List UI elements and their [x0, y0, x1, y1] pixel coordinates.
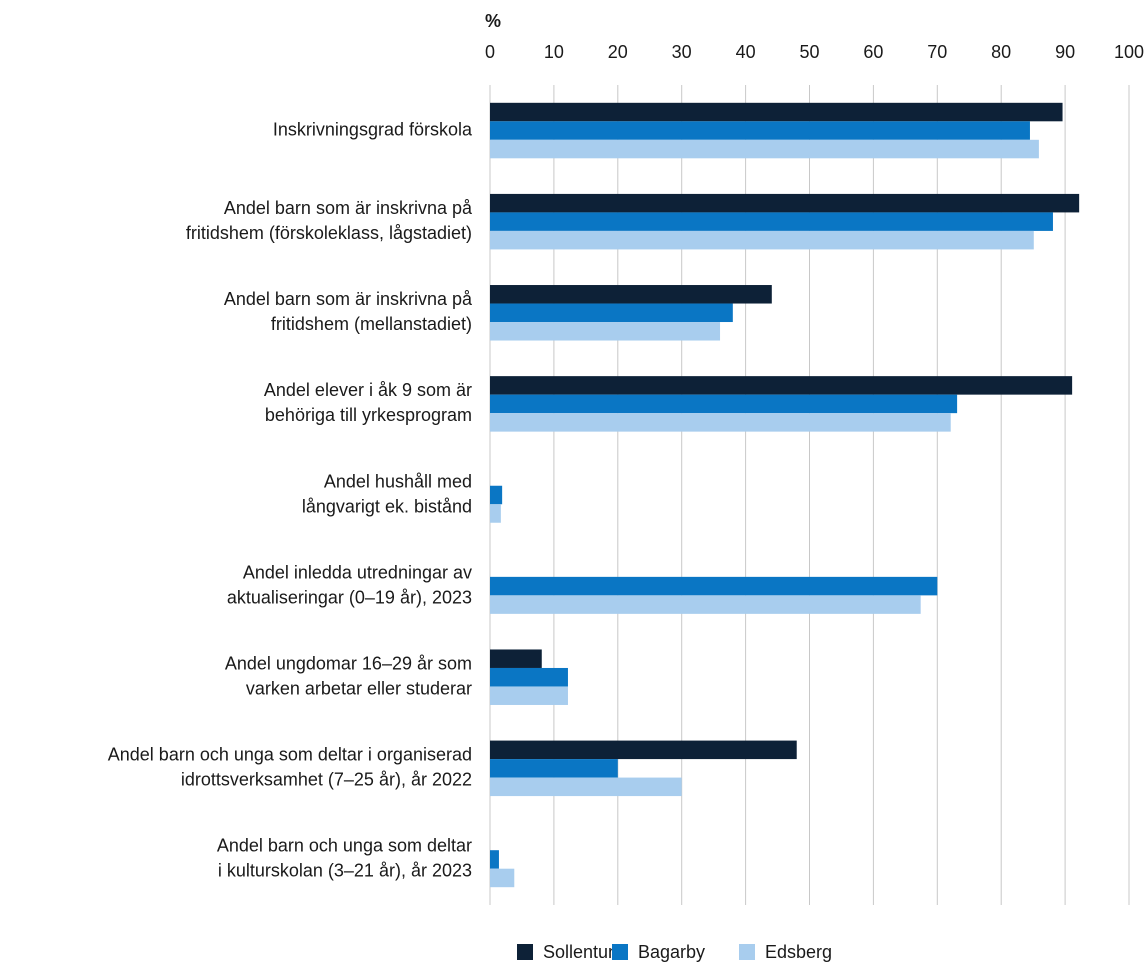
bar [490, 121, 1030, 140]
x-tick-label: 80 [991, 42, 1011, 62]
category-label: Inskrivningsgrad förskola [273, 119, 473, 139]
legend-label: Sollentuna [543, 942, 629, 962]
category-label: aktualiseringar (0–19 år), 2023 [227, 587, 472, 607]
category-label: långvarigt ek. bistånd [302, 496, 472, 516]
bar [490, 868, 515, 888]
bar [490, 759, 618, 778]
x-tick-label: 20 [608, 42, 628, 62]
bar [490, 667, 568, 687]
x-tick-label: 60 [863, 42, 883, 62]
bar [490, 595, 921, 614]
category-label: Andel barn och unga som deltar [217, 836, 472, 856]
bar [490, 376, 1073, 395]
bar [490, 212, 1053, 231]
category-label: fritidshem (mellanstadiet) [271, 314, 472, 334]
bar [490, 303, 733, 323]
x-tick-label: 50 [799, 42, 819, 62]
bar [490, 576, 938, 596]
x-tick-label: 40 [736, 42, 756, 62]
bar [490, 504, 501, 523]
bar [490, 649, 542, 668]
category-label: Andel barn och unga som deltar i organis… [108, 745, 472, 765]
category-label: Andel barn som är inskrivna på [224, 289, 473, 309]
x-tick-label: 10 [544, 42, 564, 62]
legend-label: Bagarby [638, 942, 705, 962]
bar [490, 102, 1063, 122]
bar [490, 485, 503, 505]
bar [490, 230, 1034, 250]
category-label: Andel barn som är inskrivna på [224, 198, 473, 218]
x-tick-label: 90 [1055, 42, 1075, 62]
category-label: idrottsverksamhet (7–25 år), år 2022 [181, 770, 472, 790]
category-label: i kulturskolan (3–21 år), år 2023 [218, 861, 472, 881]
bar [490, 686, 568, 705]
legend-swatch [517, 944, 533, 960]
legend-swatch [612, 944, 628, 960]
bar [490, 322, 721, 341]
category-label: Andel elever i åk 9 som är [264, 380, 472, 400]
bar [490, 740, 797, 760]
category-label: behöriga till yrkesprogram [265, 405, 472, 425]
x-tick-label: 30 [672, 42, 692, 62]
legend-label: Edsberg [765, 942, 832, 962]
category-label: Andel hushåll med [324, 471, 472, 491]
bar [490, 777, 682, 797]
bar [490, 285, 772, 304]
bar [490, 193, 1080, 213]
legend-swatch [739, 944, 755, 960]
bar [490, 394, 958, 414]
bar [490, 413, 951, 432]
bar [490, 139, 1039, 159]
axis-label: % [485, 11, 501, 31]
x-tick-label: 100 [1114, 42, 1144, 62]
category-label: varken arbetar eller studerar [246, 678, 472, 698]
x-tick-label: 0 [485, 42, 495, 62]
category-label: Andel inledda utredningar av [243, 562, 472, 582]
x-tick-label: 70 [927, 42, 947, 62]
category-label: Andel ungdomar 16–29 år som [225, 653, 472, 673]
category-label: fritidshem (förskoleklass, lågstadiet) [186, 223, 472, 243]
bar [490, 850, 499, 869]
